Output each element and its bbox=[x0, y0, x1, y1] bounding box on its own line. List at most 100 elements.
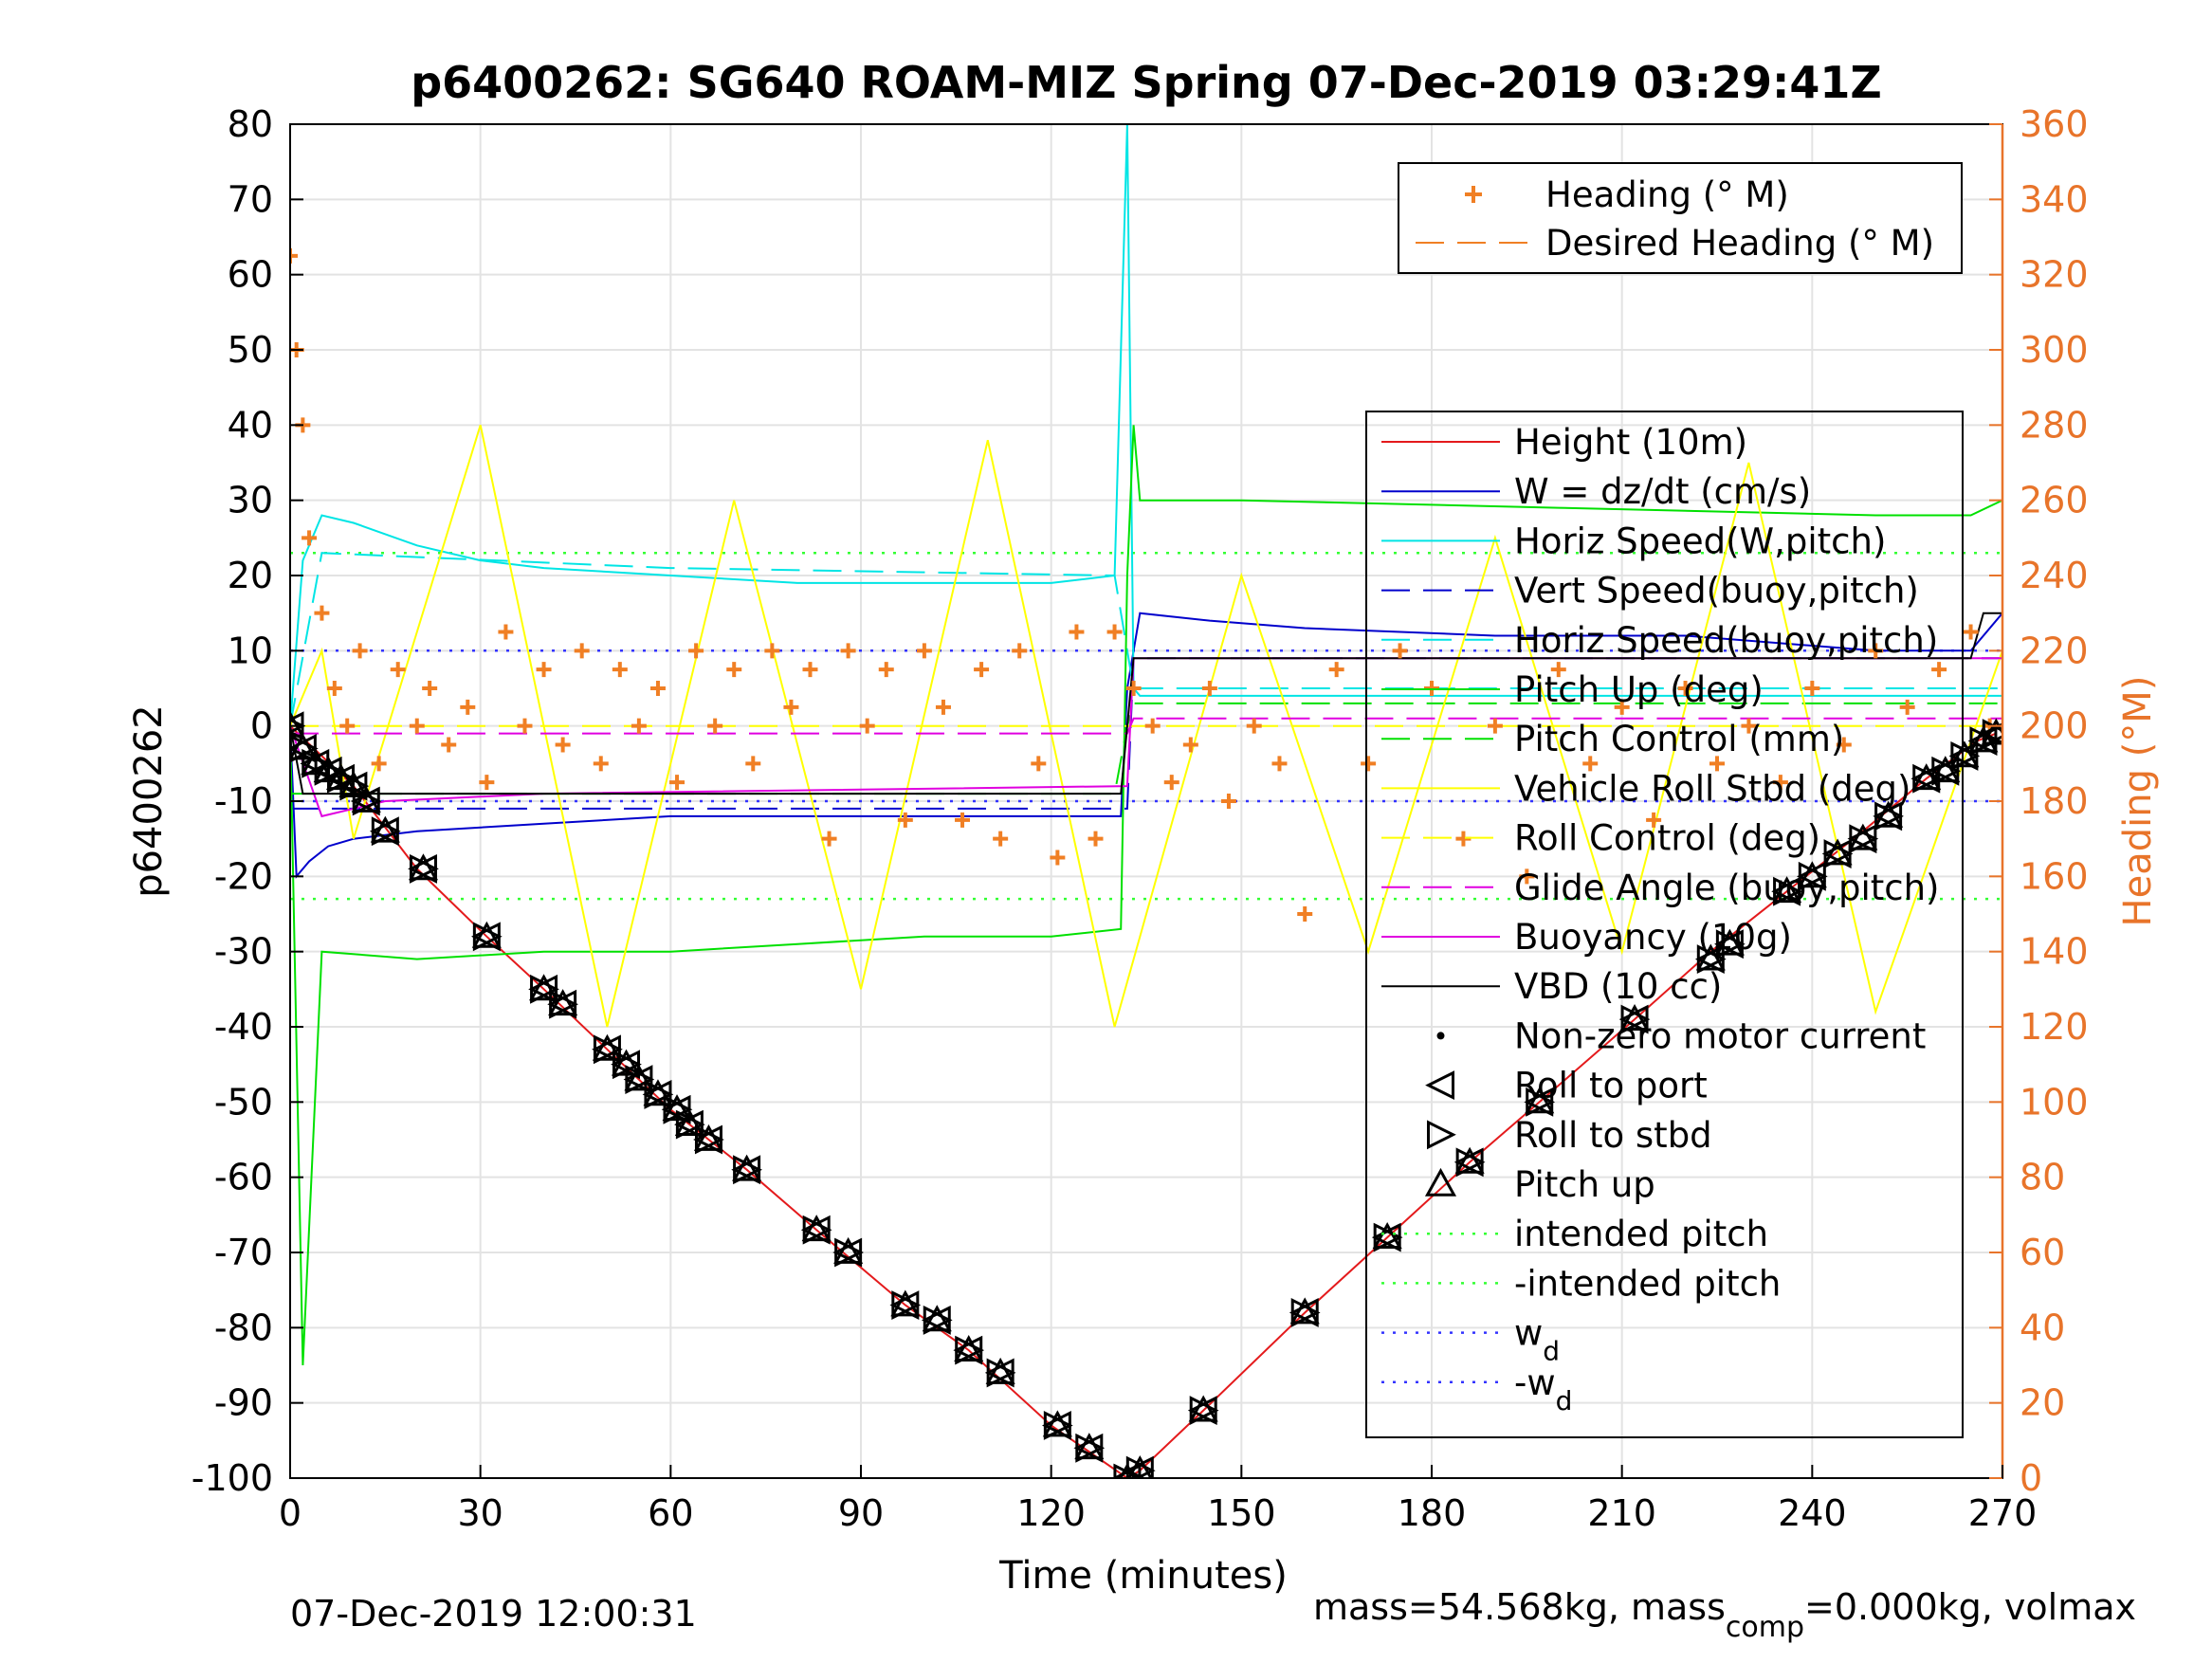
heading-point bbox=[441, 737, 457, 753]
y-tick-label: -70 bbox=[214, 1232, 273, 1273]
chart-title: p6400262: SG640 ROAM-MIZ Spring 07-Dec-2… bbox=[411, 57, 1882, 108]
legend-swatch-roll-port bbox=[1425, 1070, 1454, 1101]
legend-main: Height (10m) W = dz/dt (cm/s) Horiz Speed(… bbox=[1365, 411, 1964, 1438]
heading-point bbox=[555, 737, 571, 753]
roll-stbd-marker bbox=[1696, 944, 1727, 975]
roll-stbd-marker bbox=[409, 853, 439, 884]
legend-swatch-roll-stbd bbox=[1427, 1120, 1456, 1150]
heading-point bbox=[707, 718, 723, 734]
pitch-up-marker bbox=[1118, 1462, 1136, 1478]
motor-marker bbox=[1124, 1454, 1156, 1478]
roll-stbd-marker bbox=[986, 1358, 1016, 1388]
legend-label: Height (10m) bbox=[1514, 422, 1747, 463]
heading-point bbox=[802, 662, 818, 678]
heading-point bbox=[1050, 850, 1066, 866]
heading-point bbox=[897, 812, 913, 828]
motor-marker bbox=[953, 1335, 985, 1365]
series-w-dz-dt-cm-s bbox=[290, 612, 2002, 879]
legend-top-box bbox=[1398, 162, 1963, 274]
pitch-up-marker bbox=[1188, 1395, 1218, 1422]
x-axis-label: Time (minutes) bbox=[998, 1554, 1288, 1598]
pitch-up-marker bbox=[1968, 725, 1999, 753]
roll-stbd-marker bbox=[1715, 929, 1746, 959]
heading-point bbox=[1899, 699, 1915, 715]
heading-point bbox=[1646, 812, 1662, 828]
pitch-up-marker bbox=[351, 785, 381, 813]
pitch-up-marker bbox=[1848, 823, 1878, 850]
pitch-up-marker bbox=[693, 1124, 724, 1151]
roll-stbd-marker bbox=[625, 1065, 655, 1094]
pitch-up-marker bbox=[1126, 1454, 1153, 1478]
roll-stbd-marker bbox=[1931, 756, 1962, 786]
roll-stbd-marker bbox=[955, 1335, 985, 1365]
roll-stbd-marker bbox=[1526, 1087, 1556, 1117]
pitch-up-marker bbox=[1619, 1003, 1650, 1031]
motor-marker bbox=[623, 1064, 655, 1094]
roll-stbd-marker bbox=[1823, 839, 1854, 868]
y-tick-label: -100 bbox=[192, 1457, 273, 1499]
heading-point bbox=[1106, 624, 1123, 640]
heading-point bbox=[859, 718, 875, 734]
legend-heading: Heading (° M) Desired Heading (° M) bbox=[1398, 162, 1963, 274]
series-horiz-speed-buoy-pitch bbox=[290, 552, 2002, 726]
heading-point bbox=[1031, 756, 1047, 772]
y-right-tick-label: 0 bbox=[2020, 1457, 2042, 1499]
legend-label: VBD (10 cc) bbox=[1514, 966, 1722, 1007]
roll-stbd-marker bbox=[1912, 763, 1943, 794]
pitch-up-marker bbox=[1454, 1146, 1485, 1174]
roll-stbd-marker bbox=[1455, 1147, 1486, 1178]
y-tick-label: 60 bbox=[228, 254, 273, 296]
heading-point bbox=[1144, 718, 1161, 734]
motor-marker bbox=[1371, 1222, 1403, 1252]
pitch-up-marker bbox=[290, 710, 305, 738]
y-tick-label: -90 bbox=[214, 1382, 273, 1424]
roll-stbd-marker bbox=[352, 786, 382, 816]
x-tick-label: 180 bbox=[1398, 1492, 1467, 1534]
roll-stbd-marker bbox=[675, 1109, 705, 1140]
y-tick-label: 40 bbox=[228, 404, 273, 446]
motor-marker bbox=[984, 1357, 1016, 1388]
heading-point bbox=[390, 662, 406, 678]
y-tick-label: -40 bbox=[214, 1006, 273, 1048]
pitch-up-marker bbox=[922, 1305, 952, 1332]
heading-point bbox=[688, 643, 704, 659]
roll-stbd-marker bbox=[1620, 1004, 1651, 1034]
heading-point bbox=[479, 775, 495, 791]
motor-marker bbox=[832, 1236, 864, 1268]
legend-label: Pitch Control (mm) bbox=[1514, 719, 1844, 759]
motor-marker bbox=[350, 785, 382, 816]
heading-point bbox=[460, 699, 476, 715]
y-right-tick-label: 240 bbox=[2020, 555, 2089, 596]
roll-stbd-marker bbox=[593, 1034, 623, 1065]
x-tick-label: 150 bbox=[1207, 1492, 1276, 1534]
roll-stbd-marker bbox=[733, 1155, 762, 1185]
pitch-up-marker bbox=[471, 921, 502, 948]
heading-point bbox=[1741, 718, 1757, 734]
legend-label: Roll to port bbox=[1514, 1066, 1708, 1106]
legend-label: Pitch Up (deg) bbox=[1514, 669, 1764, 710]
motor-marker bbox=[369, 815, 401, 847]
legend-label: Glide Angle (buoy,pitch) bbox=[1514, 868, 1939, 908]
roll-stbd-marker bbox=[549, 989, 578, 1019]
heading-point bbox=[840, 643, 856, 659]
pitch-up-marker bbox=[1772, 876, 1802, 904]
heading-point bbox=[1836, 737, 1852, 753]
heading-point bbox=[1012, 643, 1028, 659]
motor-marker bbox=[592, 1033, 623, 1065]
motor-marker bbox=[1873, 800, 1904, 832]
roll-stbd-marker bbox=[1290, 1298, 1321, 1327]
heading-point bbox=[536, 662, 552, 678]
heading-point bbox=[1455, 831, 1472, 847]
pitch-up-marker bbox=[1822, 838, 1853, 866]
motor-marker bbox=[1847, 823, 1879, 854]
heading-point bbox=[1069, 624, 1085, 640]
heading-point bbox=[1163, 775, 1179, 791]
pitch-up-marker bbox=[643, 1079, 673, 1106]
motor-marker bbox=[889, 1289, 922, 1320]
heading-point bbox=[1328, 662, 1344, 678]
heading-point bbox=[878, 662, 894, 678]
heading-point bbox=[974, 662, 990, 678]
motor-marker bbox=[1618, 1003, 1651, 1034]
heading-point bbox=[1709, 756, 1725, 772]
